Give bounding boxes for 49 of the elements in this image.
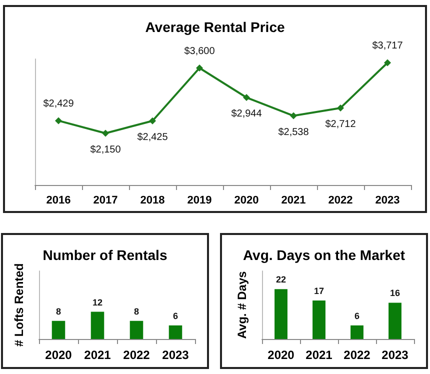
bar	[350, 325, 364, 339]
point	[337, 104, 344, 112]
x-tick-label: 2023	[375, 194, 400, 206]
chart-title: Avg. Days on the Market	[242, 247, 406, 263]
x-tick-label: 2023	[162, 348, 190, 362]
data-label: $3,600	[184, 46, 216, 57]
x-tick-label: 2022	[123, 348, 150, 362]
point	[149, 117, 156, 124]
point	[196, 64, 203, 72]
y-axis-title: # Lofts Rented	[12, 263, 26, 347]
data-label: 12	[92, 297, 103, 308]
chart-title: Average Rental Price	[145, 19, 285, 35]
x-tick-label: 2021	[281, 194, 306, 206]
bar	[274, 289, 288, 339]
y-axis-title: Avg. # Days	[235, 270, 249, 339]
data-label: 16	[390, 288, 400, 298]
x-tick-label: 2021	[84, 348, 112, 362]
x-tick-label: 2022	[344, 348, 371, 362]
x-tick-label: 2023	[382, 348, 409, 362]
x-tick-label: 2019	[187, 194, 212, 206]
data-label: $2,429	[43, 98, 74, 110]
data-label: $2,150	[90, 144, 122, 156]
x-tick-label: 2016	[46, 194, 71, 206]
bar	[388, 302, 402, 339]
data-label: $3,717	[372, 40, 404, 52]
data-label: 17	[314, 286, 324, 296]
x-tick-label: 2022	[328, 194, 353, 206]
data-label: 8	[134, 306, 140, 316]
x-tick-label: 2021	[306, 348, 333, 362]
x-tick-label: 2018	[140, 194, 165, 206]
point	[384, 59, 391, 66]
x-tick-label: 2020	[45, 348, 72, 362]
x-tick-label: 2017	[93, 194, 118, 206]
data-label: 8	[56, 306, 62, 316]
bar	[312, 300, 326, 339]
point	[102, 130, 109, 137]
point	[290, 112, 297, 120]
chart-title: Number of Rentals	[42, 247, 168, 263]
data-label: $2,425	[137, 132, 168, 143]
data-label: $2,944	[231, 108, 262, 120]
data-label: 6	[172, 310, 178, 321]
point	[55, 117, 62, 124]
data-label: $2,712	[325, 118, 356, 130]
x-tick-label: 2020	[268, 348, 295, 362]
x-tick-label: 2020	[234, 194, 259, 206]
data-label: $2,538	[278, 126, 310, 138]
point	[243, 94, 250, 102]
data-label: 22	[276, 274, 286, 285]
data-label: 6	[354, 310, 360, 321]
